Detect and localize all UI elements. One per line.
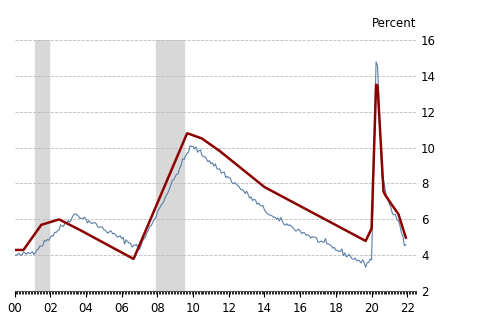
Text: Percent: Percent xyxy=(372,17,416,30)
Bar xyxy=(35,40,49,291)
Bar xyxy=(156,40,184,291)
